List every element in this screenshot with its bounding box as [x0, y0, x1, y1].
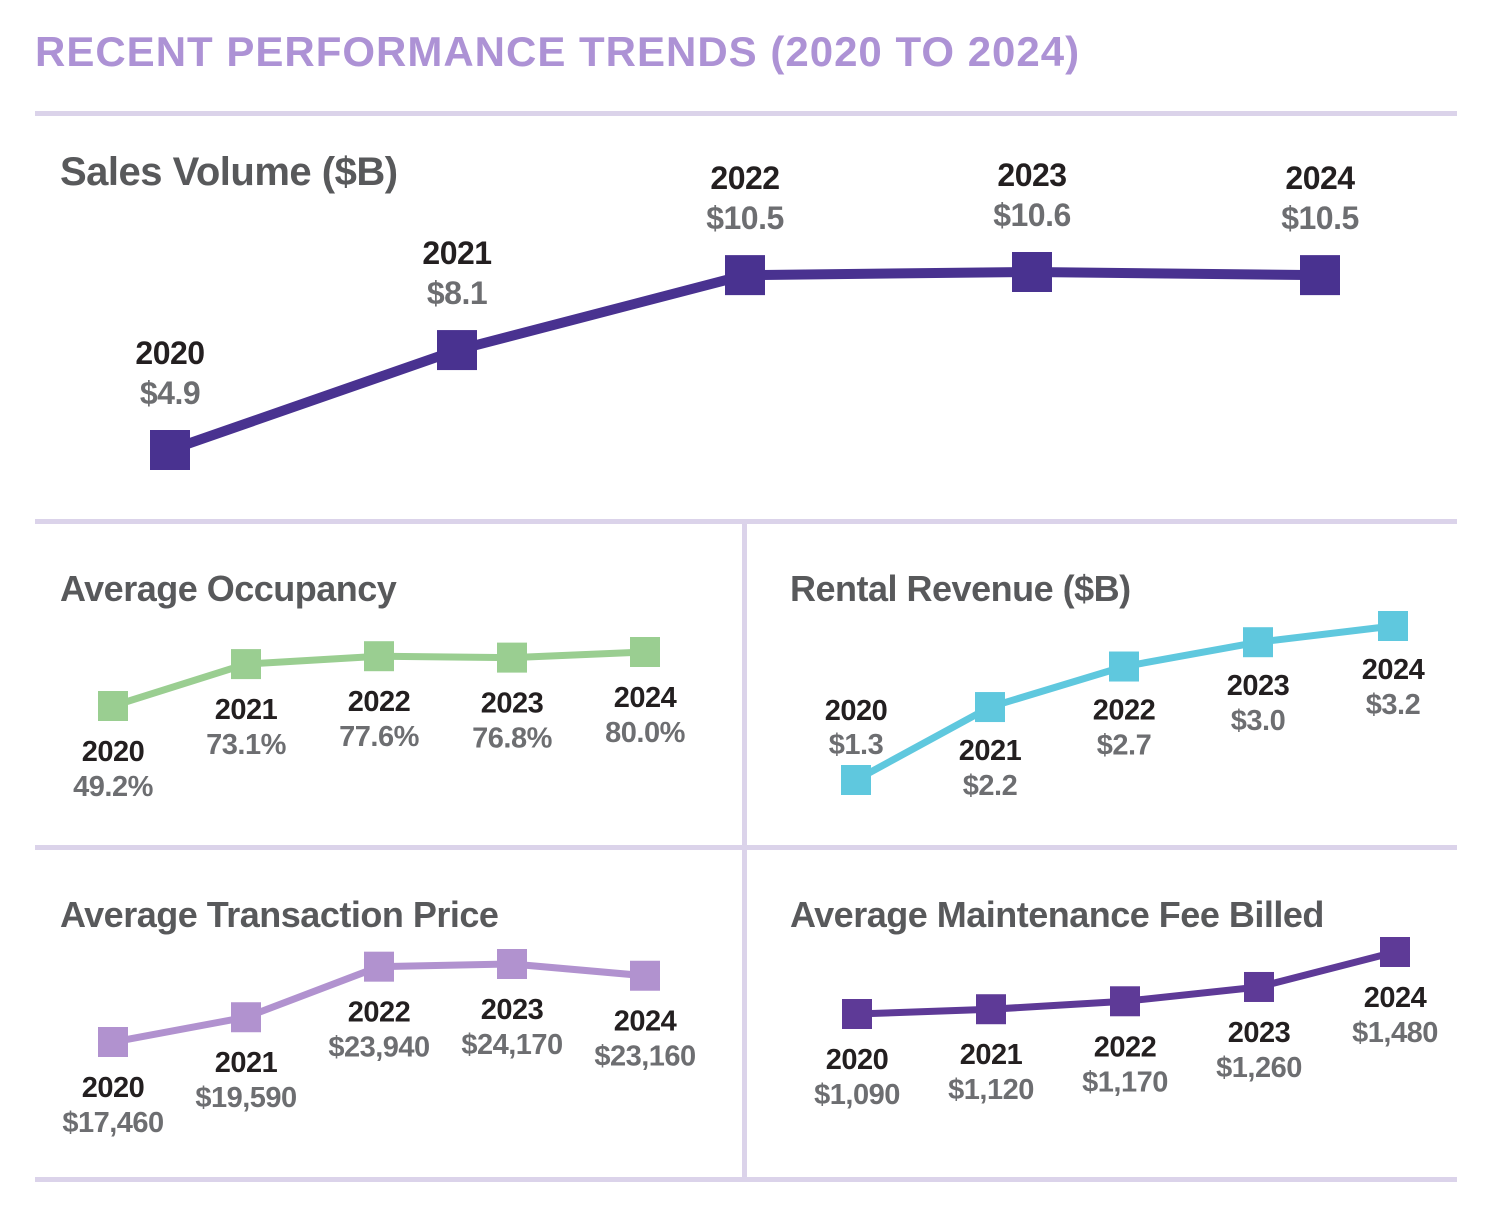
rental-revenue-year-label-2022: 2022: [1093, 695, 1156, 727]
divider-top: [35, 111, 1457, 116]
average-maintenance-fee-year-label-2021: 2021: [960, 1039, 1023, 1071]
chart-title-average-transaction-price: Average Transaction Price: [60, 894, 499, 935]
average-maintenance-fee-marker-2022: [1110, 986, 1140, 1017]
rental-revenue-value-label-2022: $2.7: [1097, 730, 1151, 762]
rental-revenue-year-label-2021: 2021: [959, 735, 1022, 767]
average-maintenance-fee-year-label-2024: 2024: [1364, 982, 1427, 1014]
average-occupancy-year-label-2023: 2023: [481, 688, 544, 720]
average-maintenance-fee-marker-2023: [1244, 971, 1274, 1002]
rental-revenue-value-label-2020: $1.3: [829, 729, 884, 761]
average-maintenance-fee-chart: 2020$1,090 2021$1,120 2022$1,170 2023$1,260…: [814, 937, 1438, 1111]
average-maintenance-fee-marker-2021: [976, 994, 1006, 1025]
panel-average-occupancy: 2020 49.2% 2021 73.1% 2022 77.6% 2023 76.8% 2024…: [35, 524, 741, 846]
average-maintenance-fee-value-label-2020: $1,090: [814, 1079, 900, 1111]
average-transaction-price-value-label-2023: $24,170: [461, 1029, 562, 1061]
chart-title-average-maintenance-fee: Average Maintenance Fee Billed: [790, 894, 1324, 935]
sales-volume-value-label-2023: $10.6: [993, 197, 1071, 233]
average-transaction-price-marker-2020: [98, 1027, 128, 1057]
panel-average-maintenance-fee: 2020 $1,090 2021 $1,120 2022 $1,170 2023 $1,260…: [745, 850, 1490, 1177]
sales-volume-value-label-2021: $8.1: [427, 275, 487, 311]
average-occupancy-marker-2021: [231, 649, 261, 680]
average-occupancy-year-label-2024: 2024: [614, 682, 677, 714]
average-occupancy-year-label-2021: 2021: [215, 694, 278, 726]
average-maintenance-fee-marker-2020: [842, 999, 872, 1029]
rental-revenue-marker-2023: [1243, 627, 1273, 658]
sales-volume-value-label-2024: $10.5: [1281, 200, 1359, 236]
rental-revenue-marker-2024: [1378, 611, 1408, 641]
average-transaction-price-value-label-2024: $23,160: [594, 1041, 695, 1073]
average-transaction-price-year-label-2023: 2023: [481, 994, 544, 1026]
average-occupancy-value-label-2021: 73.1%: [206, 729, 286, 761]
average-occupancy-marker-2020: [98, 691, 128, 721]
average-maintenance-fee-year-label-2022: 2022: [1094, 1031, 1157, 1063]
average-transaction-price-marker-2021: [231, 1002, 261, 1033]
panel-average-transaction-price: 2020 $17,460 2021 $19,590 2022 $23,940 2023 $24…: [35, 850, 741, 1177]
rental-revenue-chart: 2020$1.3 2021$2.2 2022$2.7 2023$3.0 2024$3.2: [825, 611, 1425, 802]
average-transaction-price-value-label-2022: $23,940: [328, 1032, 429, 1064]
rental-revenue-year-label-2024: 2024: [1362, 654, 1425, 686]
sales-volume-value-label-2020: $4.9: [140, 375, 200, 411]
chart-title-sales-volume: Sales Volume ($B): [60, 150, 398, 194]
average-occupancy-year-label-2020: 2020: [82, 736, 145, 768]
chart-title-average-occupancy: Average Occupancy: [60, 568, 397, 609]
rental-revenue-marker-2020: [841, 765, 871, 795]
sales-volume-year-label-2022: 2022: [710, 160, 779, 196]
average-transaction-price-marker-2022: [364, 951, 394, 982]
rental-revenue-marker-2021: [975, 692, 1005, 723]
rental-revenue-value-label-2023: $3.0: [1231, 705, 1285, 737]
average-transaction-price-year-label-2020: 2020: [82, 1072, 145, 1104]
average-transaction-price-year-label-2022: 2022: [348, 997, 411, 1029]
average-occupancy-value-label-2020: 49.2%: [73, 771, 153, 803]
sales-volume-value-label-2022: $10.5: [706, 200, 784, 236]
average-maintenance-fee-value-label-2024: $1,480: [1352, 1017, 1438, 1049]
rental-revenue-value-label-2021: $2.2: [963, 770, 1017, 802]
sales-volume-marker-2024: [1300, 255, 1340, 296]
chart-title-rental-revenue: Rental Revenue ($B): [790, 568, 1131, 609]
average-transaction-price-year-label-2024: 2024: [614, 1006, 677, 1038]
average-occupancy-value-label-2023: 76.8%: [472, 723, 552, 755]
average-occupancy-marker-2023: [497, 642, 527, 673]
divider-vertical: [742, 519, 747, 1182]
sales-volume-year-label-2024: 2024: [1285, 160, 1355, 196]
rental-revenue-year-label-2020: 2020: [825, 695, 888, 727]
sales-volume-marker-2021: [437, 330, 477, 371]
average-occupancy-year-label-2022: 2022: [348, 686, 411, 718]
average-transaction-price-marker-2024: [630, 960, 660, 991]
average-transaction-price-marker-2023: [497, 949, 527, 979]
sales-volume-marker-2023: [1012, 252, 1052, 292]
average-occupancy-marker-2024: [630, 637, 660, 667]
sales-volume-year-label-2020: 2020: [135, 335, 204, 371]
sales-volume-marker-2022: [725, 255, 765, 296]
average-maintenance-fee-value-label-2022: $1,170: [1082, 1066, 1168, 1098]
average-maintenance-fee-year-label-2020: 2020: [826, 1044, 889, 1076]
sales-volume-year-label-2023: 2023: [997, 157, 1066, 193]
rental-revenue-value-label-2024: $3.2: [1366, 689, 1420, 721]
rental-revenue-marker-2022: [1109, 651, 1139, 682]
average-transaction-price-chart: 2020$17,460 2021$19,590 2022$23,940 2023$24…: [62, 949, 696, 1139]
average-occupancy-value-label-2022: 77.6%: [339, 721, 419, 753]
panel-rental-revenue: 2020 $1.3 2021 $2.2 2022 $2.7 2023 $3.0 2024 $3.2…: [745, 524, 1490, 846]
average-transaction-price-value-label-2021: $19,590: [195, 1082, 296, 1114]
page-title: RECENT PERFORMANCE TRENDS (2020 TO 2024): [35, 28, 1081, 75]
sales-volume-marker-2020: [150, 430, 190, 470]
average-transaction-price-year-label-2021: 2021: [215, 1047, 278, 1079]
average-maintenance-fee-marker-2024: [1380, 937, 1410, 967]
rental-revenue-year-label-2023: 2023: [1227, 670, 1290, 702]
average-occupancy-value-label-2024: 80.0%: [605, 717, 685, 749]
average-maintenance-fee-value-label-2023: $1,260: [1216, 1052, 1302, 1084]
average-transaction-price-value-label-2020: $17,460: [62, 1107, 163, 1139]
sales-volume-chart: 2020 $4.9 2021 $8.1 2022 $10.5 2023 $10.6 2024 $1…: [135, 157, 1359, 470]
sales-volume-line: [165, 267, 1325, 455]
panel-sales-volume: 2020 $4.9 2021 $8.1 2022 $10.5 2023 $10.6 2024 $1…: [0, 140, 1490, 520]
average-occupancy-marker-2022: [364, 641, 394, 672]
sales-volume-year-label-2021: 2021: [422, 235, 491, 271]
average-maintenance-fee-year-label-2023: 2023: [1228, 1017, 1291, 1049]
average-maintenance-fee-value-label-2021: $1,120: [948, 1074, 1034, 1106]
